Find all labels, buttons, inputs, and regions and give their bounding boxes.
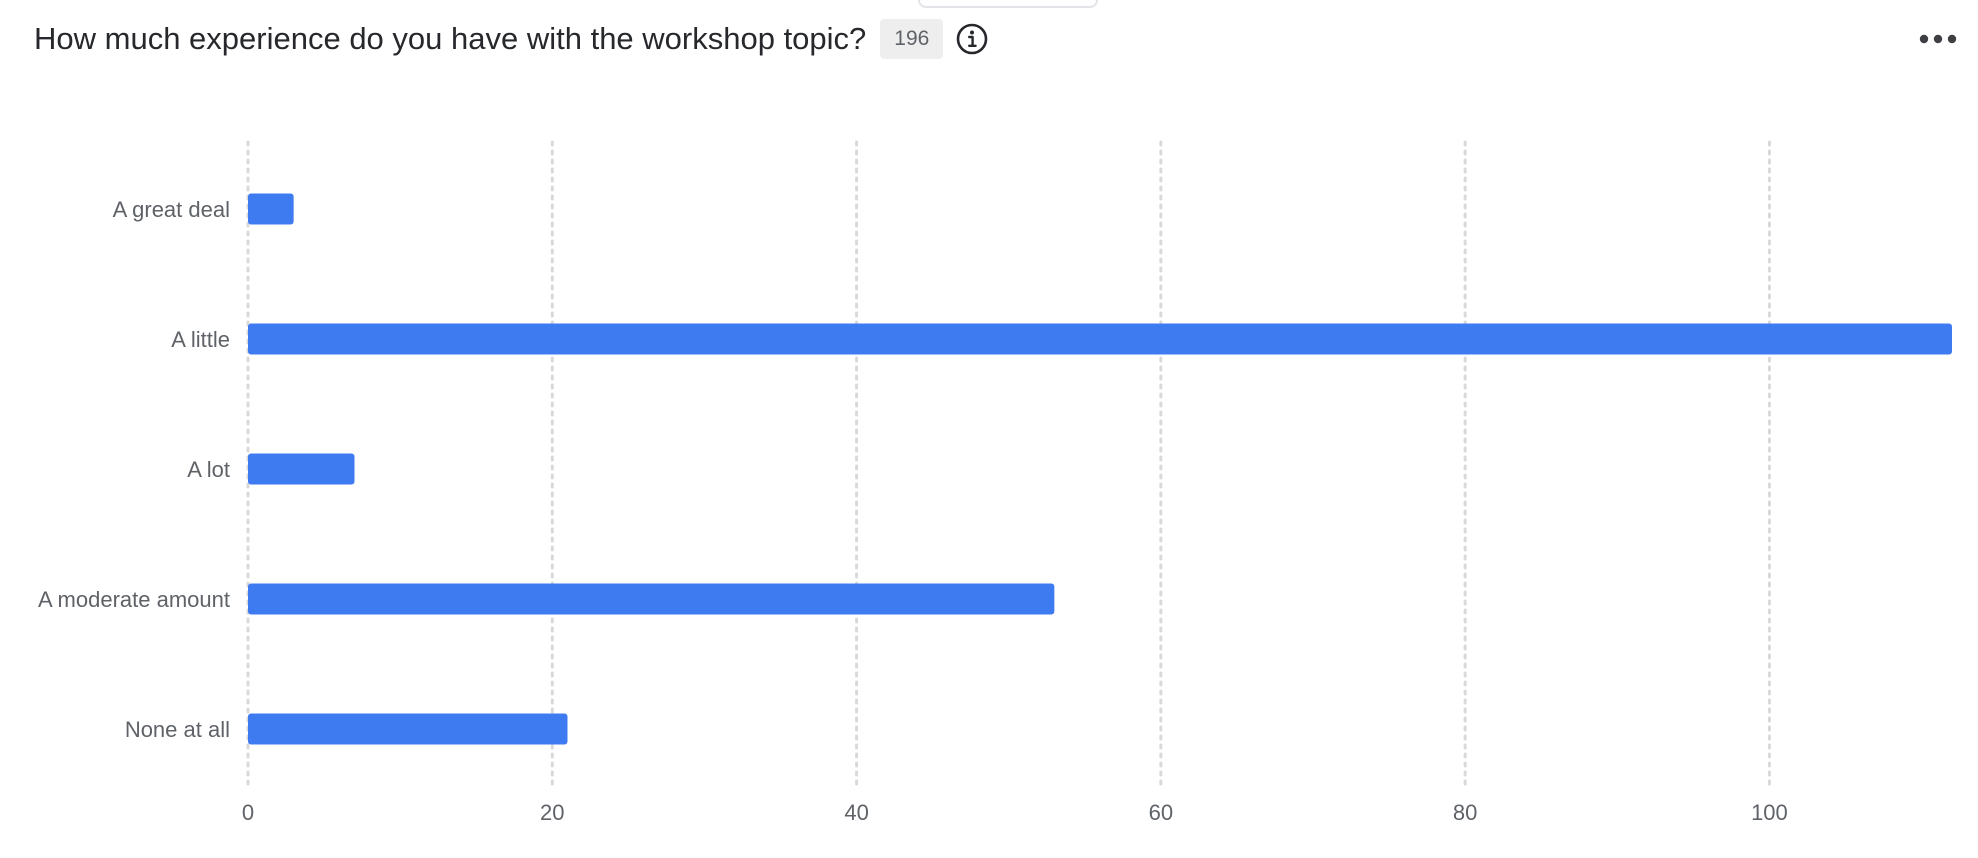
x-tick-label: 60 — [1149, 800, 1173, 825]
x-tick-label: 20 — [540, 800, 564, 825]
bar-a-great-deal[interactable] — [248, 193, 294, 225]
bar-a-little[interactable] — [248, 323, 1952, 355]
more-horizontal-icon — [1919, 34, 1957, 44]
more-options-button[interactable] — [1918, 25, 1958, 53]
bar-a-lot[interactable] — [248, 453, 355, 485]
bar-a-moderate-amount[interactable] — [248, 583, 1055, 615]
x-tick-label: 80 — [1453, 800, 1477, 825]
chart-header: How much experience do you have with the… — [34, 18, 989, 60]
response-count-badge: 196 — [880, 19, 944, 59]
category-label: A lot — [187, 457, 230, 482]
info-button[interactable] — [955, 22, 989, 56]
category-label: A little — [171, 327, 230, 352]
x-tick-label: 0 — [242, 800, 254, 825]
x-tick-label: 40 — [844, 800, 868, 825]
category-label: A great deal — [113, 197, 230, 222]
category-label: A moderate amount — [38, 587, 230, 612]
info-circle-icon — [957, 23, 988, 55]
x-tick-label: 100 — [1751, 800, 1788, 825]
bar-none-at-all[interactable] — [248, 713, 568, 745]
category-label: None at all — [125, 717, 230, 742]
chart-title: How much experience do you have with the… — [34, 21, 867, 56]
